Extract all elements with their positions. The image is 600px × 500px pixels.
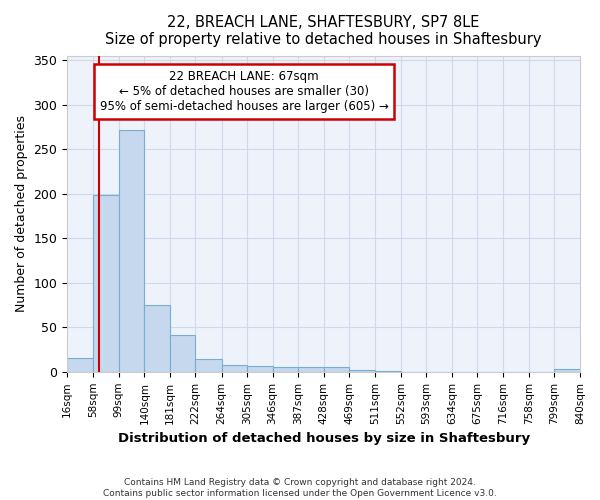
Bar <box>298 368 323 372</box>
X-axis label: Distribution of detached houses by size in Shaftesbury: Distribution of detached houses by size … <box>118 432 530 445</box>
Text: Contains HM Land Registry data © Crown copyright and database right 2024.
Contai: Contains HM Land Registry data © Crown c… <box>103 478 497 498</box>
Bar <box>119 130 145 372</box>
Bar <box>323 368 349 372</box>
Bar <box>196 360 221 372</box>
Bar <box>221 364 247 372</box>
Bar <box>170 336 196 372</box>
Bar <box>145 305 170 372</box>
Bar <box>375 371 401 372</box>
Text: 22 BREACH LANE: 67sqm
← 5% of detached houses are smaller (30)
95% of semi-detac: 22 BREACH LANE: 67sqm ← 5% of detached h… <box>100 70 389 112</box>
Bar <box>247 366 272 372</box>
Bar <box>554 369 580 372</box>
Bar <box>67 358 93 372</box>
Bar <box>272 368 298 372</box>
Title: 22, BREACH LANE, SHAFTESBURY, SP7 8LE
Size of property relative to detached hous: 22, BREACH LANE, SHAFTESBURY, SP7 8LE Si… <box>106 15 542 48</box>
Y-axis label: Number of detached properties: Number of detached properties <box>15 115 28 312</box>
Bar <box>93 194 119 372</box>
Bar <box>349 370 375 372</box>
